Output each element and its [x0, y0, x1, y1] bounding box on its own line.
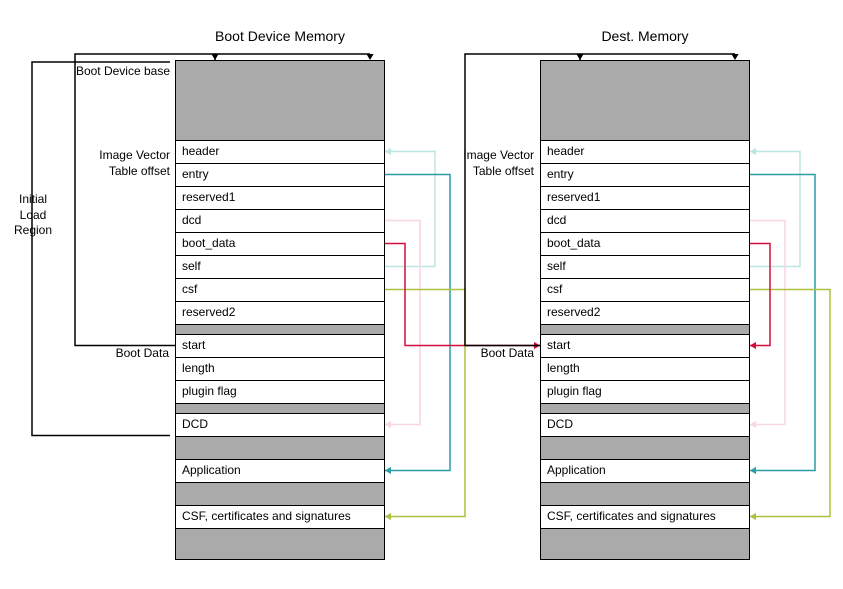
right-row-ivt-entry: entry — [541, 164, 749, 187]
left-self-to-header — [385, 152, 435, 267]
right-row-ivt-csf: csf — [541, 279, 749, 302]
right-row-ivt-reserved1: reserved1 — [541, 187, 749, 210]
right-row-ivt-boot_data: boot_data — [541, 233, 749, 256]
left-row-bd-start: start — [176, 335, 384, 358]
left-row-ivt-reserved2: reserved2 — [176, 302, 384, 325]
right-self-to-header-head — [750, 148, 756, 155]
left-row-ivt-header: header — [176, 141, 384, 164]
title-left: Boot Device Memory — [175, 28, 385, 44]
left-self-to-header-head — [385, 148, 391, 155]
left-row-base-region — [176, 61, 384, 141]
left-entry-to-app-head — [385, 467, 391, 474]
title-right: Dest. Memory — [540, 28, 750, 44]
right-row-gap-3 — [541, 437, 749, 460]
left-row-dcd: DCD — [176, 414, 384, 437]
right-row-bd-plugin-flag: plugin flag — [541, 381, 749, 404]
right-bootdata-to-start — [750, 244, 770, 346]
left-row-gap-3 — [176, 437, 384, 460]
right-row-csf-block: CSF, certificates and signatures — [541, 506, 749, 529]
right-row-gap-4 — [541, 483, 749, 506]
left-dcd-to-dcd — [385, 221, 420, 425]
right-entry-to-app-head — [750, 467, 756, 474]
right-row-application: Application — [541, 460, 749, 483]
initial-load-region-bracket — [32, 62, 170, 436]
bootdata-to-start-cross — [385, 244, 540, 346]
right-csf-to-csf — [750, 290, 830, 517]
label-boot-device-base: Boot Device base — [60, 64, 170, 80]
left-dcd-to-dcd-head — [385, 421, 391, 428]
left-row-bd-length: length — [176, 358, 384, 381]
left-row-ivt-self: self — [176, 256, 384, 279]
label-ivt-offset-right: Image VectorTable offset — [446, 148, 534, 179]
right-row-ivt-self: self — [541, 256, 749, 279]
right-row-ivt-header: header — [541, 141, 749, 164]
left-entry-to-app — [385, 175, 450, 471]
right-csf-to-csf-head — [750, 513, 756, 520]
label-boot-data-left: Boot Data — [105, 346, 169, 362]
right-dcd-to-dcd — [750, 221, 785, 425]
right-row-base-region — [541, 61, 749, 141]
block-right: headerentryreserved1dcdboot_dataselfcsfr… — [540, 60, 750, 560]
left-row-gap-4 — [176, 483, 384, 506]
right-row-ivt-dcd: dcd — [541, 210, 749, 233]
left-row-ivt-csf: csf — [176, 279, 384, 302]
right-row-gap-5 — [541, 529, 749, 559]
left-csf-to-csf — [385, 290, 465, 517]
left-row-gap-1 — [176, 325, 384, 335]
label-boot-data-right: Boot Data — [470, 346, 534, 362]
right-row-gap-1 — [541, 325, 749, 335]
right-row-bd-length: length — [541, 358, 749, 381]
left-row-bd-plugin-flag: plugin flag — [176, 381, 384, 404]
left-row-application: Application — [176, 460, 384, 483]
left-row-csf-block: CSF, certificates and signatures — [176, 506, 384, 529]
left-row-ivt-boot_data: boot_data — [176, 233, 384, 256]
left-csf-to-csf-head — [385, 513, 391, 520]
right-self-to-header — [750, 152, 800, 267]
label-ivt-offset-left: Image VectorTable offset — [82, 148, 170, 179]
right-row-gap-2 — [541, 404, 749, 414]
right-row-ivt-reserved2: reserved2 — [541, 302, 749, 325]
left-row-ivt-entry: entry — [176, 164, 384, 187]
label-initial-load-region: InitialLoad Region — [2, 192, 64, 239]
left-row-gap-5 — [176, 529, 384, 559]
right-entry-to-app — [750, 175, 815, 471]
right-row-bd-start: start — [541, 335, 749, 358]
left-row-ivt-reserved1: reserved1 — [176, 187, 384, 210]
right-row-dcd: DCD — [541, 414, 749, 437]
right-dcd-to-dcd-head — [750, 421, 756, 428]
left-row-ivt-dcd: dcd — [176, 210, 384, 233]
left-row-gap-2 — [176, 404, 384, 414]
block-left: headerentryreserved1dcdboot_dataselfcsfr… — [175, 60, 385, 560]
right-bootdata-to-start-head — [750, 342, 756, 349]
